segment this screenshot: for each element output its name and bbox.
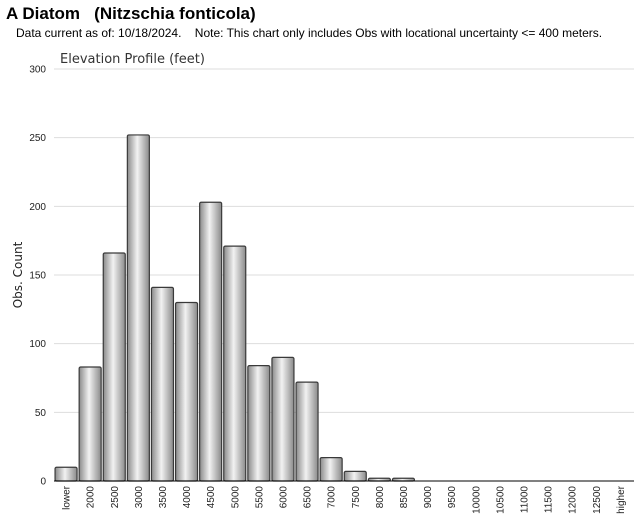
x-tick-label: 3000 xyxy=(134,486,145,509)
x-tick-label: 4000 xyxy=(182,486,193,509)
grid-lines xyxy=(54,68,634,413)
bar-6500 xyxy=(295,381,319,482)
y-tick-label: 0 xyxy=(40,477,46,488)
x-tick-label: 6500 xyxy=(303,486,314,509)
x-tick-label: 10500 xyxy=(495,486,506,514)
x-tick-label: 2000 xyxy=(86,486,97,509)
bar-3000 xyxy=(126,134,150,482)
x-tick-label: lower xyxy=(62,485,73,510)
x-tick-label: 11000 xyxy=(519,486,530,514)
x-tick-label: 7500 xyxy=(351,486,362,509)
x-tick-label: 9000 xyxy=(423,486,434,509)
y-tick-label: 300 xyxy=(29,65,46,76)
bar-5500 xyxy=(247,365,271,482)
x-tick-label: 9500 xyxy=(447,486,458,509)
x-tick-label: 5500 xyxy=(254,486,265,509)
y-tick-label: 100 xyxy=(29,339,46,350)
data-note: Data current as of: 10/18/2024. Note: Th… xyxy=(16,26,603,40)
y-tick-labels: 0 50 100 150 200 250 300 xyxy=(29,65,46,488)
x-tick-label: 11500 xyxy=(544,486,555,514)
x-tick-label: 8500 xyxy=(399,486,410,509)
bar-7500 xyxy=(343,470,367,482)
bars xyxy=(54,134,416,482)
x-tick-label: 2500 xyxy=(110,486,121,509)
y-axis-label: Obs. Count xyxy=(11,241,25,308)
y-tick-label: 250 xyxy=(29,133,46,144)
bar-5000 xyxy=(223,245,247,482)
x-tick-label: 4500 xyxy=(206,486,217,509)
chart-title: Elevation Profile (feet) xyxy=(60,52,205,67)
y-tick-label: 150 xyxy=(29,271,46,282)
bar-4500 xyxy=(199,201,223,482)
bar-4000 xyxy=(174,301,199,482)
x-tick-label: 8000 xyxy=(375,486,386,509)
page-title: A Diatom (Nitzschia fonticola) xyxy=(6,4,256,23)
x-tick-label: 6000 xyxy=(278,486,289,509)
x-tick-label: 7000 xyxy=(327,486,338,509)
bar-2000 xyxy=(78,366,102,482)
bar-lower xyxy=(54,466,78,482)
x-tick-label: 3500 xyxy=(158,486,169,509)
y-tick-label: 50 xyxy=(35,408,47,419)
x-tick-label: 5000 xyxy=(230,486,241,509)
bar-6000 xyxy=(271,356,295,482)
x-tick-labels: lower 2000 2500 3000 3500 4000 4500 5000 5500 600… xyxy=(62,485,627,513)
x-tick-label: 12500 xyxy=(592,486,603,514)
bar-2500 xyxy=(102,252,126,482)
bar-3500 xyxy=(150,286,175,482)
x-tick-label: 12000 xyxy=(568,486,579,514)
x-tick-label: 10000 xyxy=(471,486,482,514)
y-tick-label: 200 xyxy=(29,202,46,213)
x-tick-label: higher xyxy=(616,485,627,513)
bar-7000 xyxy=(319,457,343,482)
